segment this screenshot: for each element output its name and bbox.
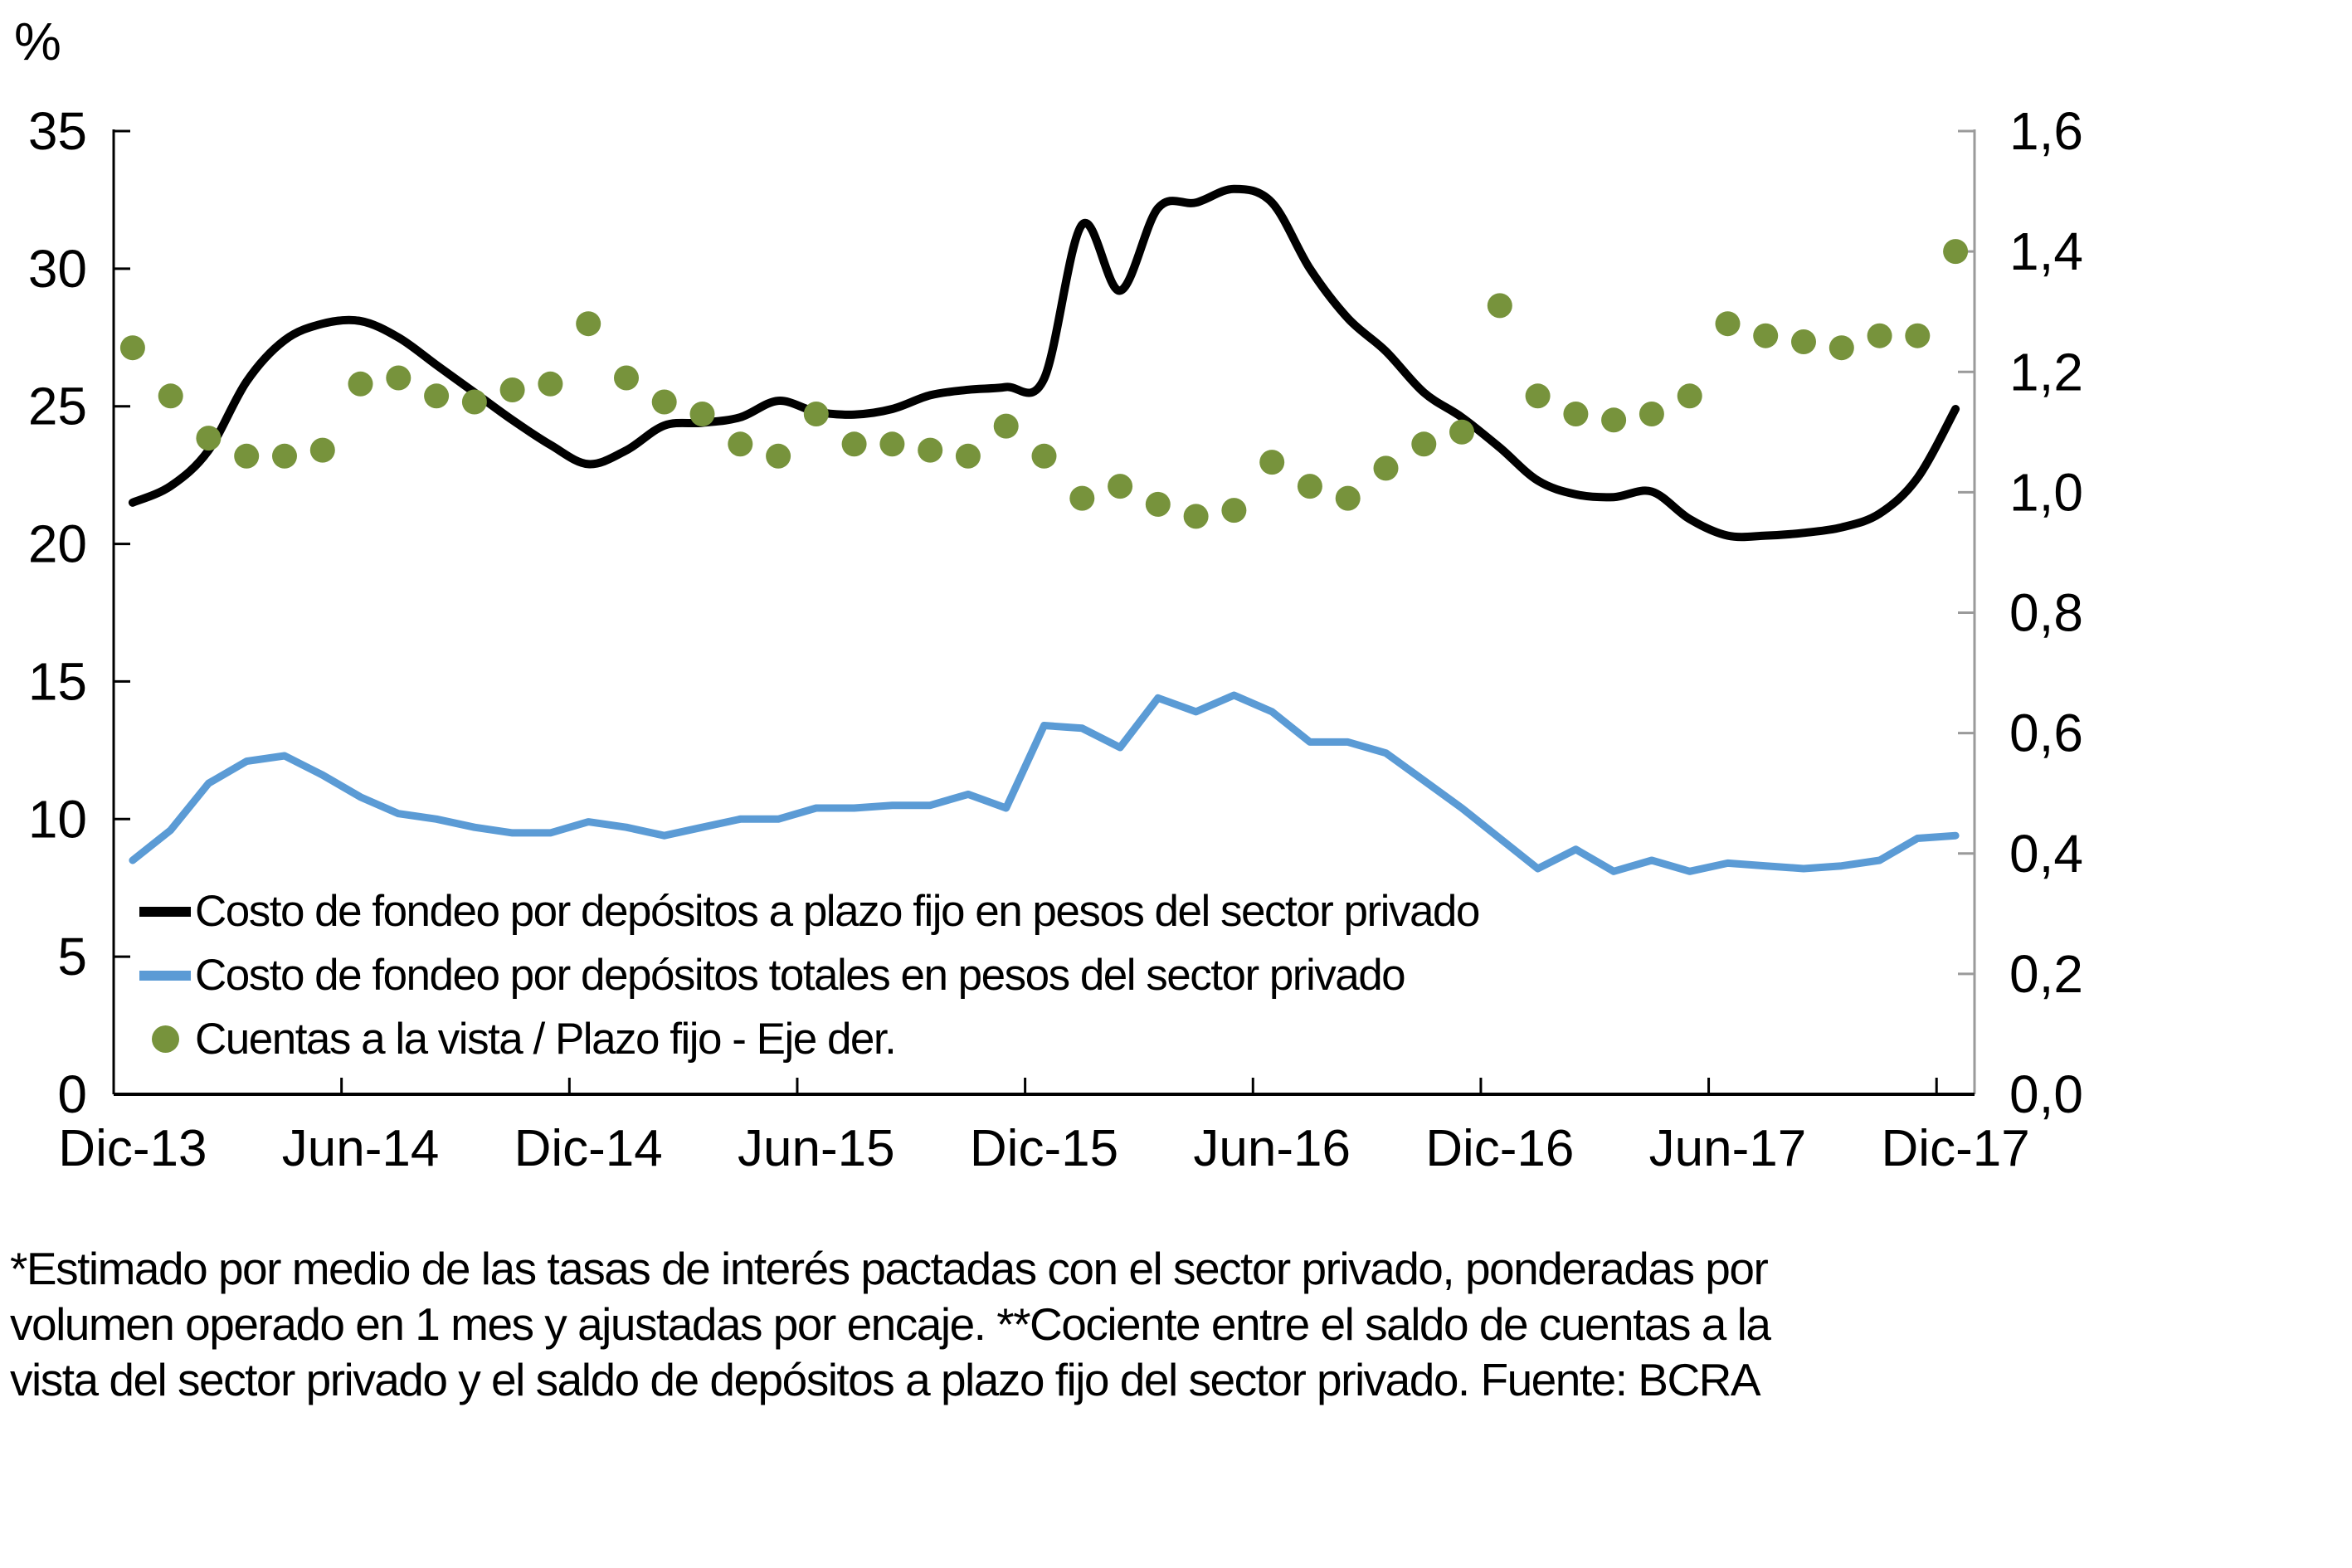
series-line-plazo-fijo [128, 184, 1960, 542]
data-point-dot [234, 443, 260, 469]
data-point-dot [1905, 323, 1931, 348]
footnote-line: volumen operado en 1 mes y ajustadas por… [10, 1298, 1771, 1350]
data-point-dot [158, 383, 183, 409]
data-point-dot [272, 443, 297, 469]
data-point-dot [309, 437, 335, 463]
left-axis-unit-label: % [14, 12, 61, 71]
right-axis-tick-label: 1,4 [2009, 222, 2083, 281]
data-point-dot [499, 377, 525, 402]
data-point-dot [803, 402, 829, 426]
right-axis-tick-label: 1,2 [2009, 342, 2083, 402]
data-point-dot [614, 365, 639, 391]
data-point-dot [196, 426, 222, 451]
x-axis-tick-label: Dic-15 [970, 1120, 1118, 1177]
x-axis-tick-label: Jun-17 [1649, 1120, 1807, 1177]
legend-item-cuentas-vista: Cuentas a la vista / Plazo fijo - Eje de… [139, 1007, 1479, 1071]
data-point-dot [1221, 498, 1247, 523]
data-point-dot [728, 431, 753, 457]
x-axis-tick-label: Jun-15 [738, 1120, 895, 1177]
left-axis-tick-label: 0 [57, 1064, 87, 1124]
data-point-dot [1867, 323, 1892, 348]
legend-item-plazo-fijo: Costo de fondeo por depósitos a plazo fi… [139, 879, 1480, 943]
data-point-dot [766, 443, 791, 469]
data-point-dot [576, 311, 601, 337]
left-axis-tick-label: 20 [28, 514, 87, 574]
data-point-dot [1715, 311, 1741, 337]
left-axis-tick-label: 30 [28, 239, 87, 299]
right-axis-tick-label: 0,6 [2009, 704, 2083, 763]
data-point-dot [1108, 474, 1133, 499]
right-axis-tick-label: 1,6 [2009, 101, 2083, 161]
footnote: *Estimado por medio de las tasas de inte… [10, 1241, 1771, 1408]
x-axis-tick-label: Dic-17 [1882, 1120, 2030, 1177]
data-point-dot [1487, 293, 1512, 319]
data-point-dot [1639, 402, 1664, 426]
footnote-line: vista del sector privado y el saldo de d… [10, 1354, 1761, 1405]
right-axis-tick-label: 0,4 [2009, 824, 2083, 884]
data-point-dot [1069, 485, 1095, 511]
data-point-dot [1829, 335, 1854, 361]
legend-line-swatch-black [139, 906, 191, 917]
legend-label: Costo de fondeo por depósitos a plazo fi… [195, 887, 1480, 936]
data-point-dot [1601, 407, 1627, 433]
x-axis-tick-label: Dic-14 [514, 1120, 663, 1177]
data-point-dot [1145, 491, 1171, 517]
footnote-line: *Estimado por medio de las tasas de inte… [10, 1243, 1769, 1294]
data-point-dot [689, 402, 715, 426]
data-point-dot [1373, 455, 1399, 481]
data-point-dot [348, 371, 373, 397]
data-point-dot [461, 389, 487, 415]
data-point-dot [119, 335, 145, 361]
data-point-dot [955, 443, 981, 469]
data-point-dot [1943, 239, 1969, 265]
left-axis-tick-label: 15 [28, 651, 87, 711]
right-axis-tick-label: 0,0 [2009, 1064, 2083, 1124]
series-line-totales [129, 691, 1960, 875]
data-point-dot [1563, 402, 1589, 426]
data-point-dot [651, 389, 677, 415]
data-point-dot [1677, 383, 1702, 409]
data-point-dot [918, 437, 943, 463]
left-axis-tick-label: 25 [28, 377, 87, 436]
data-point-dot [1791, 329, 1816, 354]
data-point-dot [1411, 431, 1437, 457]
data-point-dot [1259, 450, 1285, 475]
right-axis-tick-label: 0,8 [2009, 583, 2083, 643]
series-dots-cuentas-vista [119, 239, 1969, 529]
data-point-dot [1335, 485, 1361, 511]
data-point-dot [1183, 504, 1209, 529]
right-axis-tick-label: 1,0 [2009, 462, 2083, 522]
left-axis-tick-label: 35 [28, 101, 87, 161]
legend-label: Cuentas a la vista / Plazo fijo - Eje de… [195, 1015, 897, 1064]
data-point-dot [841, 431, 867, 457]
legend-item-totales: Costo de fondeo por depósitos totales en… [139, 943, 1479, 1007]
legend: Costo de fondeo por depósitos a plazo fi… [139, 879, 1480, 1071]
data-point-dot [1449, 419, 1474, 445]
data-point-dot [538, 371, 563, 397]
x-axis-tick-label: Dic-16 [1425, 1120, 1574, 1177]
data-point-dot [386, 365, 411, 391]
data-point-dot [1525, 383, 1551, 409]
x-axis-tick-label: Jun-16 [1193, 1120, 1351, 1177]
data-point-dot [1297, 474, 1322, 499]
data-point-dot [424, 383, 450, 409]
x-axis-tick-label: Dic-13 [58, 1120, 207, 1177]
legend-dot-swatch-green [152, 1025, 179, 1053]
left-axis-tick-label: 5 [57, 927, 87, 986]
data-point-dot [1753, 323, 1779, 348]
legend-line-swatch-blue [139, 970, 191, 981]
data-point-dot [1031, 443, 1057, 469]
right-axis-tick-label: 0,2 [2009, 944, 2083, 1004]
x-axis-tick-label: Jun-14 [282, 1120, 440, 1177]
data-point-dot [993, 413, 1019, 439]
data-point-dot [879, 431, 905, 457]
legend-label: Costo de fondeo por depósitos totales en… [195, 951, 1406, 1000]
left-axis-tick-label: 10 [28, 789, 87, 849]
